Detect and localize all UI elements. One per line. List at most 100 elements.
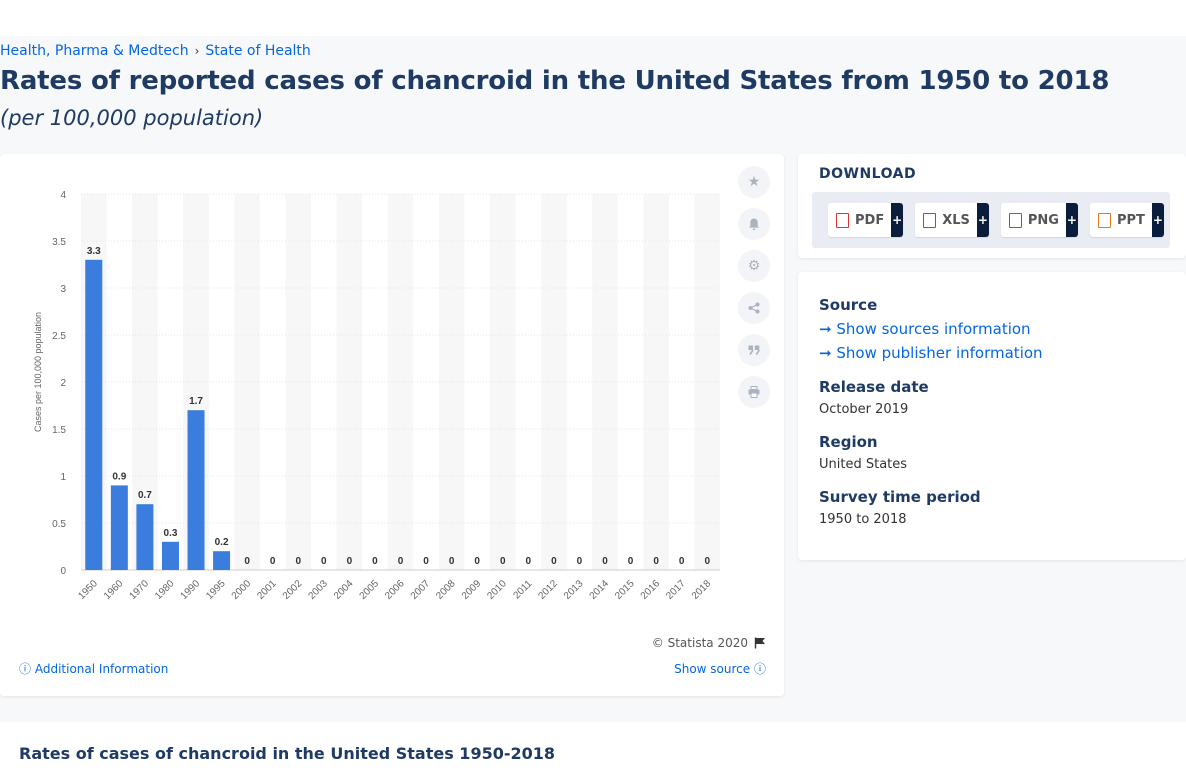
x-tick-label: 2017: [664, 578, 688, 602]
arrow-right-icon: ➞: [819, 320, 832, 338]
y-axis-label: Cases per 100,000 population: [33, 312, 43, 432]
release-date-value: October 2019: [819, 402, 909, 417]
quote-icon[interactable]: [738, 334, 770, 366]
x-tick-label: 2003: [306, 578, 330, 602]
statista-credit: © Statista 2020: [652, 636, 766, 650]
plus-icon: +: [1065, 203, 1078, 237]
data-label: 0.3: [164, 528, 178, 539]
download-ppt-label: PPT: [1116, 212, 1145, 228]
bar: [187, 410, 205, 570]
y-tick-label: 2.5: [52, 331, 66, 342]
survey-period-label: Survey time period: [819, 488, 981, 506]
print-icon[interactable]: [738, 376, 770, 408]
download-png-button[interactable]: PNG +: [1000, 203, 1078, 237]
download-bar: PDF + XLS + PNG + PPT +: [812, 192, 1170, 248]
data-label: 0: [653, 556, 659, 567]
data-label: 0.2: [215, 537, 229, 548]
pdf-file-icon: [836, 212, 849, 228]
data-label: 0: [577, 556, 583, 567]
column-band: [336, 194, 363, 570]
data-label: 3.3: [87, 246, 101, 257]
bar: [213, 551, 231, 570]
flag-icon[interactable]: [754, 637, 766, 649]
star-icon[interactable]: ★: [738, 166, 770, 198]
x-tick-label: 1980: [153, 578, 177, 602]
column-band: [541, 194, 567, 570]
info-icon: ⓘ: [19, 662, 32, 676]
download-title: DOWNLOAD: [819, 166, 917, 182]
x-tick-label: 2013: [562, 578, 586, 602]
description-card: Rates of cases of chancroid in the Unite…: [0, 722, 1186, 782]
top-navigation-bar: [0, 0, 1186, 36]
column-band: [643, 194, 669, 570]
bell-icon[interactable]: [738, 208, 770, 240]
x-tick-label: 1995: [204, 578, 228, 602]
x-tick-label: 2011: [511, 578, 534, 601]
breadcrumb-item-state-of-health[interactable]: State of Health: [205, 43, 311, 59]
show-sources-link[interactable]: ➞ Show sources information: [819, 320, 1031, 338]
page-subtitle: (per 100,000 population): [0, 106, 264, 130]
download-ppt-button[interactable]: PPT +: [1089, 203, 1164, 237]
x-tick-label: 1960: [102, 578, 126, 602]
data-label: 1.7: [189, 396, 203, 407]
plus-icon: +: [1151, 203, 1164, 237]
download-xls-button[interactable]: XLS +: [915, 203, 989, 237]
y-tick-label: 1: [60, 472, 66, 483]
data-label: 0: [679, 556, 685, 567]
show-source-label: Show source: [674, 662, 751, 676]
bar: [110, 485, 128, 570]
x-tick-label: 2005: [358, 578, 382, 602]
survey-period-value: 1950 to 2018: [819, 512, 907, 527]
show-source-link[interactable]: Show source ⓘ: [674, 660, 766, 677]
breadcrumb: Health, Pharma & Medtech › State of Heal…: [0, 43, 311, 59]
source-label: Source: [819, 296, 878, 314]
column-band: [694, 194, 720, 570]
share-icon[interactable]: [738, 292, 770, 324]
y-tick-label: 3: [60, 284, 66, 295]
x-tick-label: 2007: [409, 578, 433, 602]
download-xls-label: XLS: [942, 212, 970, 228]
data-label: 0: [628, 556, 634, 567]
show-publisher-link[interactable]: ➞ Show publisher information: [819, 344, 1043, 362]
data-label: 0: [244, 556, 250, 567]
data-label: 0.7: [138, 490, 152, 501]
download-pdf-button[interactable]: PDF +: [828, 203, 904, 237]
y-tick-label: 0.5: [52, 519, 66, 530]
bar: [161, 541, 179, 570]
x-tick-label: 2004: [332, 578, 356, 602]
statista-credit-text: © Statista 2020: [651, 636, 748, 650]
column-band: [234, 194, 260, 570]
chart-tools: ★ ⚙: [738, 166, 770, 408]
x-tick-label: 2009: [460, 578, 484, 602]
gear-icon[interactable]: ⚙: [738, 250, 770, 282]
ppt-file-icon: [1097, 212, 1111, 228]
chart-card: 0 0.5 1 1.5 2 2.5 3 3.5 4 Cases per 100,000 popul…: [0, 154, 784, 696]
xls-file-icon: [923, 212, 937, 228]
y-tick-label: 2: [60, 378, 66, 389]
data-label: 0: [295, 556, 301, 567]
show-publisher-label: Show publisher information: [836, 344, 1043, 362]
data-label: 0: [551, 556, 557, 567]
x-tick-label: 2000: [230, 578, 254, 602]
description-title: Rates of cases of chancroid in the Unite…: [19, 744, 556, 763]
column-band: [285, 194, 312, 570]
x-tick-label: 1970: [128, 578, 152, 602]
y-tick-label: 0: [60, 566, 66, 577]
x-tick-label: 2012: [536, 578, 560, 602]
plus-icon: +: [891, 203, 904, 237]
png-file-icon: [1008, 212, 1022, 228]
data-label: 0.9: [112, 471, 126, 482]
x-tick-label: 2018: [690, 578, 714, 602]
x-tick-label: 2006: [383, 578, 407, 602]
additional-info-link[interactable]: ⓘ Additional Information: [19, 660, 168, 677]
x-tick-label: 2015: [613, 578, 637, 602]
region-label: Region: [819, 433, 878, 451]
data-label: 0: [526, 556, 532, 567]
additional-info-label: Additional Information: [34, 662, 169, 676]
arrow-right-icon: ➞: [819, 344, 832, 362]
column-band: [438, 194, 465, 570]
breadcrumb-item-health[interactable]: Health, Pharma & Medtech: [0, 43, 189, 59]
info-card: Source ➞ Show sources information ➞ Show…: [798, 272, 1186, 560]
data-label: 0: [474, 556, 480, 567]
data-label: 0: [500, 556, 506, 567]
